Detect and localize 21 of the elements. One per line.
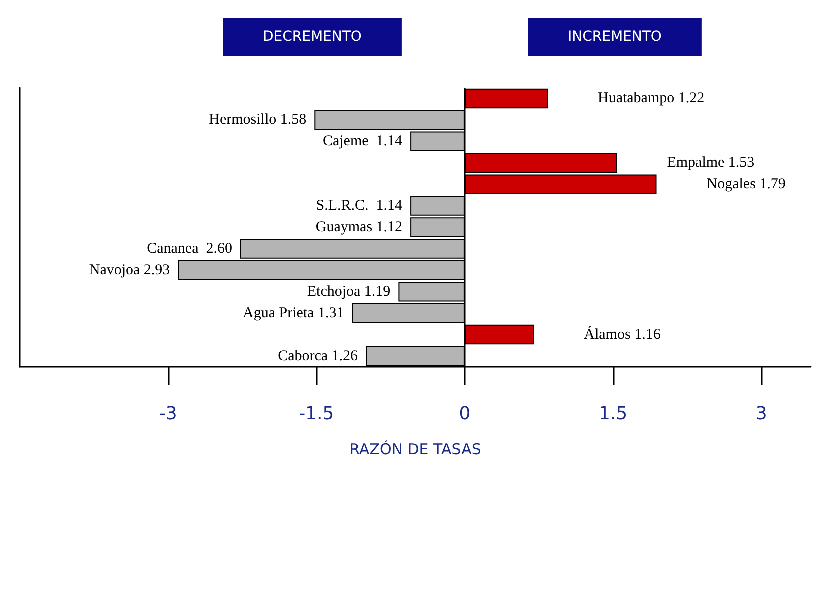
y-tick-label: Hermosillo 1.58	[209, 112, 307, 128]
y-tick-label: S.L.R.C. 1.14	[316, 198, 404, 214]
x-tick-label: -3	[159, 404, 178, 424]
x-axis-title: RAZÓN DE TASAS	[350, 440, 482, 458]
y-tick-label: Álamos 1.16	[584, 326, 662, 343]
y-tick-label: Cajeme 1.14	[322, 134, 404, 150]
y-tick-label: Agua Prieta 1.31	[242, 305, 344, 322]
y-tick-label: Nogales 1.79	[706, 176, 786, 193]
y-tick-label: Navojoa 2.93	[89, 262, 170, 278]
text: INCREMENTO	[568, 29, 662, 45]
text: DECREMENTO	[263, 29, 362, 45]
y-tick-label: Empalme 1.53	[667, 155, 755, 172]
x-tick-label: 3	[756, 404, 768, 424]
y-tick-label: Cananea 2.60	[147, 240, 232, 257]
y-tick-label: Guaymas 1.12	[316, 220, 403, 236]
x-tick-label: 1.5	[598, 404, 628, 424]
x-tick-label: 0	[459, 404, 471, 424]
y-tick-label: Huatabampo 1.22	[598, 90, 705, 107]
y-tick-label: Etchojoa 1.19	[307, 284, 391, 300]
x-tick-label: -1.5	[299, 404, 334, 424]
y-tick-label: Caborca 1.26	[278, 348, 359, 364]
